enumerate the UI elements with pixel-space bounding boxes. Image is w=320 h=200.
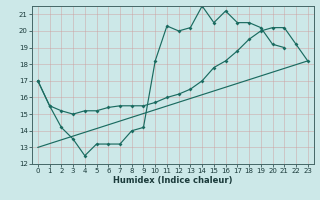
X-axis label: Humidex (Indice chaleur): Humidex (Indice chaleur) bbox=[113, 176, 233, 185]
